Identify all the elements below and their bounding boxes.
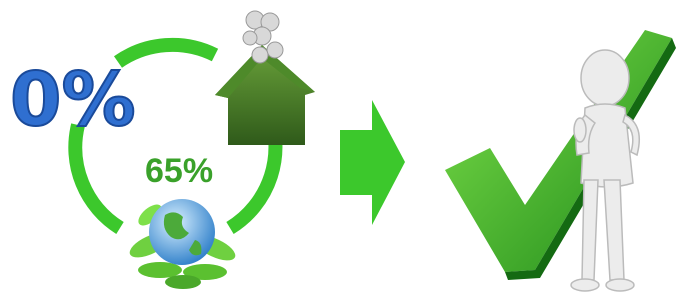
arrow	[340, 100, 405, 225]
zero-percent: 0%	[10, 57, 136, 143]
green-house	[215, 11, 315, 145]
page: 0% 65%	[0, 0, 680, 300]
globe	[126, 199, 238, 289]
percent-label: 65%	[145, 152, 213, 190]
checkmark	[445, 30, 676, 280]
illustration: 0% 65%	[0, 0, 680, 300]
